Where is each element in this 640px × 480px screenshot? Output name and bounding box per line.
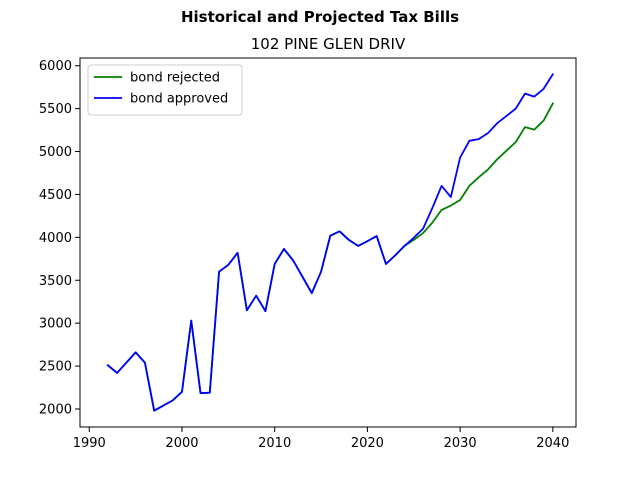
series-line-2 <box>106 73 555 412</box>
y-tick-label: 5000 <box>39 145 72 160</box>
x-tick-label: 2040 <box>536 436 569 451</box>
x-tick-label: 2030 <box>444 436 477 451</box>
axes-frame <box>79 57 577 428</box>
y-tick-label: 3500 <box>39 274 72 289</box>
y-tick-label: 2000 <box>39 402 72 417</box>
y-tick-label: 2500 <box>39 360 72 375</box>
y-tick-label: 4500 <box>39 188 72 203</box>
legend-label-2: bond approved <box>130 92 228 107</box>
chart-suptitle: Historical and Projected Tax Bills <box>181 8 459 26</box>
x-tick-label: 2020 <box>351 436 384 451</box>
legend-label-1: bond rejected <box>130 71 220 86</box>
x-tick-label: 1990 <box>73 436 106 451</box>
x-tick-label: 2010 <box>258 436 291 451</box>
y-tick-label: 4000 <box>39 231 72 246</box>
legend-box <box>87 64 243 116</box>
y-tick-label: 3000 <box>39 317 72 332</box>
x-tick-label: 2000 <box>165 436 198 451</box>
y-tick-label: 6000 <box>39 59 72 74</box>
chart-title: 102 PINE GLEN DRIV <box>251 35 406 53</box>
plot-area: 1990 2000 2010 2020 2030 2040 2000 2500 3000 3500… <box>39 57 577 451</box>
series-line-1 <box>106 102 555 412</box>
y-tick-label: 5500 <box>39 102 72 117</box>
